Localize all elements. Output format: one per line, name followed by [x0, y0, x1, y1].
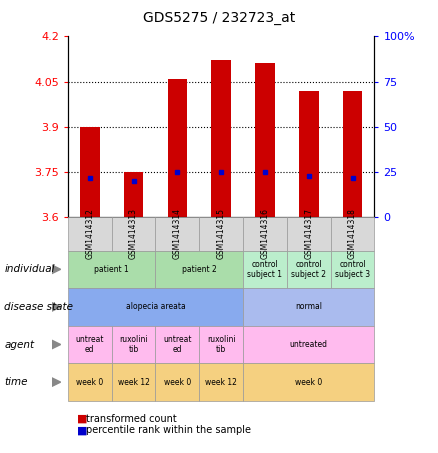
Text: GSM1414315: GSM1414315 [217, 208, 226, 260]
Text: week 0: week 0 [295, 378, 322, 386]
Text: individual: individual [4, 264, 55, 275]
Text: patient 2: patient 2 [182, 265, 217, 274]
Text: GSM1414313: GSM1414313 [129, 208, 138, 260]
Text: ruxolini
tib: ruxolini tib [119, 335, 148, 354]
Text: transformed count: transformed count [86, 414, 177, 424]
Text: untreat
ed: untreat ed [163, 335, 192, 354]
Text: time: time [4, 377, 28, 387]
Text: GSM1414314: GSM1414314 [173, 208, 182, 260]
Text: ruxolini
tib: ruxolini tib [207, 335, 236, 354]
Text: GDS5275 / 232723_at: GDS5275 / 232723_at [143, 11, 295, 25]
Bar [255, 63, 275, 217]
Text: GSM1414317: GSM1414317 [304, 208, 313, 260]
Bar [168, 78, 187, 217]
Text: ■: ■ [77, 425, 87, 435]
Text: week 0: week 0 [76, 378, 103, 386]
Text: control
subject 1: control subject 1 [247, 260, 283, 279]
Text: GSM1414312: GSM1414312 [85, 208, 94, 260]
Text: control
subject 2: control subject 2 [291, 260, 326, 279]
Text: week 0: week 0 [164, 378, 191, 386]
Polygon shape [52, 378, 60, 386]
Bar [80, 127, 100, 217]
Polygon shape [52, 340, 60, 349]
Text: week 12: week 12 [118, 378, 149, 386]
Text: GSM1414316: GSM1414316 [261, 208, 269, 260]
Text: disease state: disease state [4, 302, 74, 312]
Text: untreat
ed: untreat ed [75, 335, 104, 354]
Bar [299, 91, 319, 217]
Polygon shape [52, 303, 60, 311]
Bar [343, 91, 363, 217]
Text: GSM1414318: GSM1414318 [348, 208, 357, 260]
Text: normal: normal [295, 303, 322, 311]
Text: percentile rank within the sample: percentile rank within the sample [86, 425, 251, 435]
Polygon shape [52, 265, 60, 274]
Text: alopecia areata: alopecia areata [126, 303, 185, 311]
Text: agent: agent [4, 339, 35, 350]
Text: untreated: untreated [290, 340, 328, 349]
Bar [212, 60, 231, 217]
Text: week 12: week 12 [205, 378, 237, 386]
Text: ■: ■ [77, 414, 87, 424]
Text: patient 1: patient 1 [94, 265, 129, 274]
Text: control
subject 3: control subject 3 [335, 260, 370, 279]
Bar [124, 172, 144, 217]
